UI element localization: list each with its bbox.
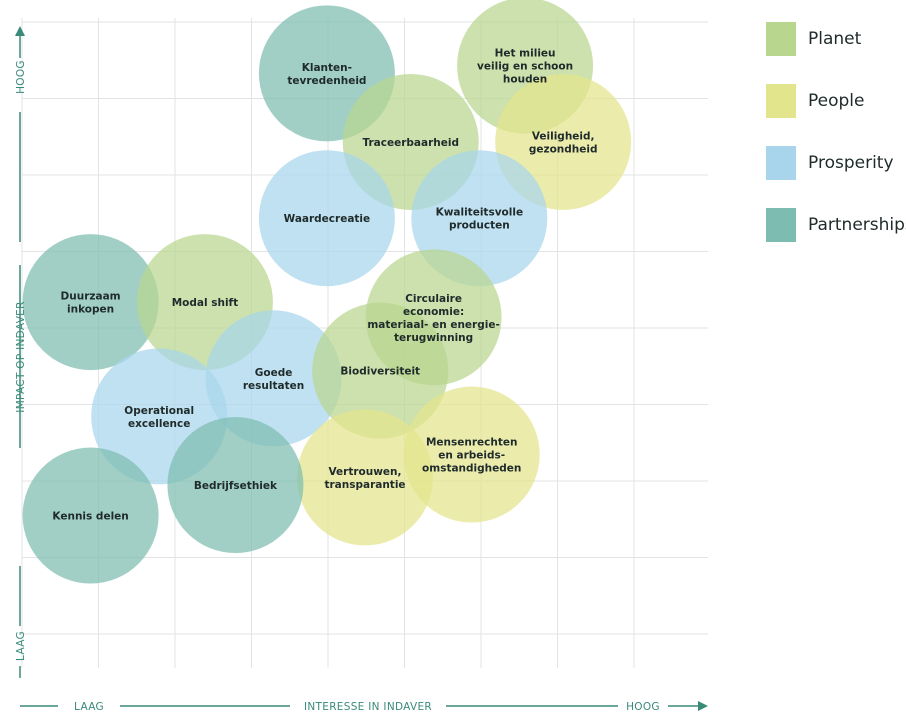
- bubble-label: Operational excellence: [124, 405, 194, 430]
- bubble-label: Traceerbaarheid: [362, 137, 459, 149]
- bubble-label: Klanten-tevredenheid: [287, 62, 366, 87]
- legend-label: Partnerships: [808, 215, 906, 235]
- bubble-prosperity: [258, 150, 395, 287]
- legend: Planet People Prosperity Partnerships: [766, 22, 906, 270]
- bubble-people: [403, 386, 540, 523]
- bubble-label: Mensenrechten en arbeids-omstandigheden: [422, 437, 521, 475]
- bubble-planet: [312, 302, 449, 439]
- legend-item-people: People: [766, 84, 906, 118]
- bubble-partnerships: [167, 417, 304, 554]
- bubble-label: Modal shift: [172, 297, 238, 309]
- bubble-label: Duurzaam inkopen: [61, 291, 121, 316]
- legend-item-prosperity: Prosperity: [766, 146, 906, 180]
- legend-swatch-planet: [766, 22, 796, 56]
- bubble-label: Circulaire economie: materiaal- en energie…: [367, 293, 499, 344]
- bubble-label-layer: Klanten-tevredenheid Het milieu veilig en …: [52, 48, 597, 523]
- legend-label: Planet: [808, 29, 862, 49]
- legend-swatch-people: [766, 84, 796, 118]
- bubble-partnerships: [22, 234, 159, 371]
- bubble-people: [297, 409, 433, 546]
- bubble-label: Kwaliteitsvolle producten: [436, 207, 524, 232]
- y-axis-title: IMPACT OP INDAVER: [15, 301, 27, 412]
- x-axis-arrow: [698, 701, 708, 711]
- legend-item-partnerships: Partnerships: [766, 208, 906, 242]
- x-axis-title: INTERESSE IN INDAVER: [304, 701, 432, 713]
- bubble-label: Waardecreatie: [284, 213, 371, 225]
- legend-label: Prosperity: [808, 153, 894, 173]
- axes: LAAG INTERESSE IN INDAVER HOOG LAAG IMPACT O…: [15, 26, 708, 713]
- bubble-label: Het milieu veilig en schoon houden: [477, 48, 573, 86]
- bubble-partnerships: [22, 447, 159, 584]
- y-axis-low-label: LAAG: [15, 631, 27, 661]
- bubble-prosperity: [205, 310, 342, 447]
- bubble-label: Biodiversiteit: [340, 366, 420, 378]
- bubble-layer: [22, 0, 632, 584]
- bubble-label: Bedrijfsethiek: [194, 480, 278, 492]
- bubble-label: Kennis delen: [52, 511, 128, 523]
- x-axis-high-label: HOOG: [626, 701, 660, 713]
- legend-swatch-partnerships: [766, 208, 796, 242]
- y-axis-arrow: [15, 26, 25, 36]
- bubble-label: Veiligheid, gezondheid: [529, 130, 598, 155]
- legend-swatch-prosperity: [766, 146, 796, 180]
- y-axis-high-label: HOOG: [15, 60, 27, 94]
- x-axis-low-label: LAAG: [74, 701, 104, 713]
- legend-item-planet: Planet: [766, 22, 906, 56]
- bubble-label: Goede resultaten: [243, 367, 304, 392]
- bubble-label: Vertrouwen, transparantie: [324, 466, 405, 491]
- legend-label: People: [808, 91, 865, 111]
